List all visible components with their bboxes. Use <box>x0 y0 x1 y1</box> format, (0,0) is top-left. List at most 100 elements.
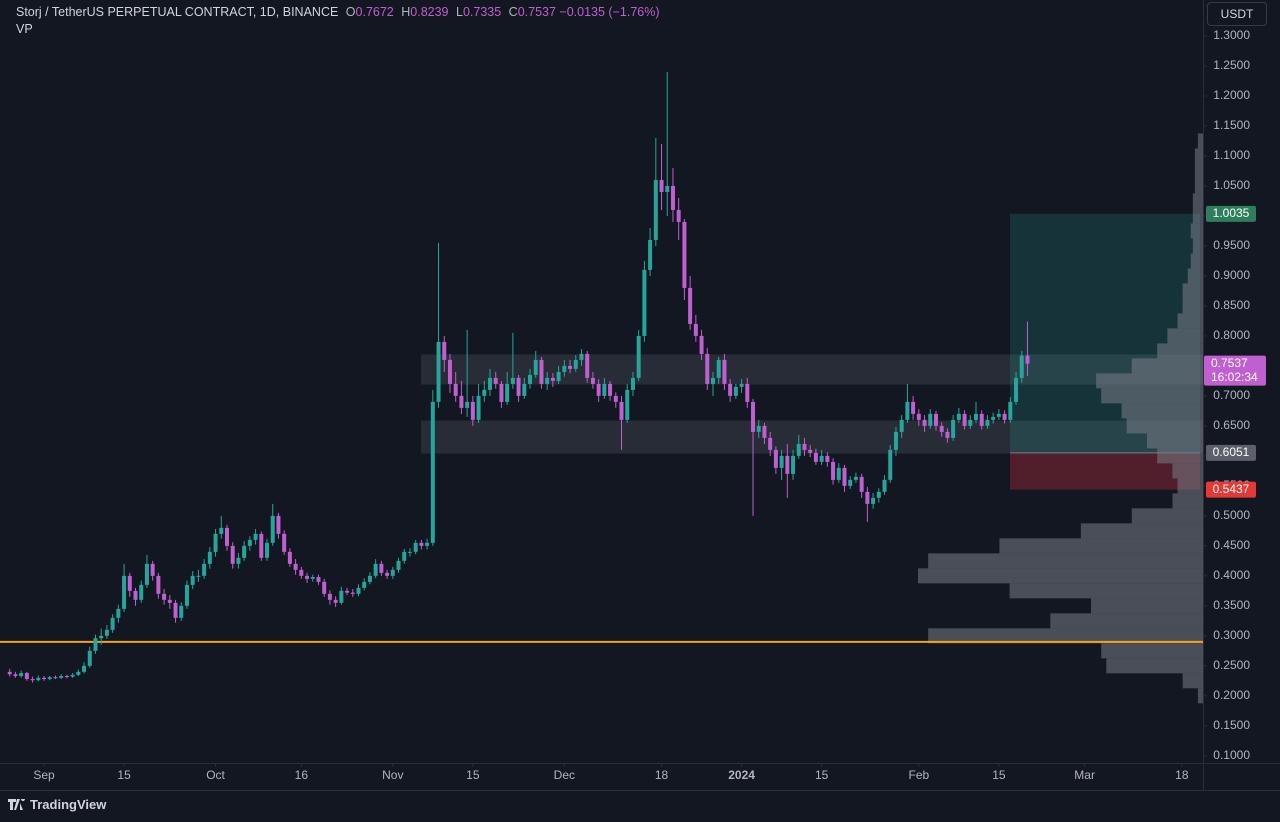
candle-body <box>19 673 24 677</box>
candle-body <box>693 323 698 336</box>
y-tick-label: 0.6500 <box>1213 418 1250 432</box>
legend-header: Storj / TetherUS PERPETUAL CONTRACT, 1D,… <box>16 5 660 19</box>
entry-label-bg <box>1206 444 1256 461</box>
y-tick-label: 0.5000 <box>1213 508 1250 522</box>
candle-body <box>630 377 635 390</box>
candle-body <box>253 533 258 540</box>
candle-body <box>1008 401 1013 420</box>
volume-profile-bar <box>1009 583 1203 599</box>
volume-profile-bar <box>1157 448 1203 464</box>
candle-body <box>196 575 201 577</box>
candle-body <box>619 401 624 420</box>
candle-body <box>785 455 790 474</box>
candle-body <box>625 389 630 420</box>
x-tick-label: Dec <box>554 768 575 782</box>
candle-body <box>236 557 241 564</box>
candle-body <box>865 491 870 504</box>
candle-body <box>636 335 641 378</box>
currency-button[interactable]: USDT <box>1207 2 1267 26</box>
candle-body <box>367 575 372 582</box>
candle-body <box>802 443 807 450</box>
candle-body <box>47 677 52 680</box>
candle-body <box>167 599 172 603</box>
candle-body <box>882 479 887 492</box>
candle-body <box>659 179 664 192</box>
candle-body <box>510 377 515 384</box>
high-value: 0.8239 <box>410 5 449 19</box>
candle-body <box>202 563 207 576</box>
candle-body <box>219 527 224 534</box>
candle-body <box>808 449 813 453</box>
candle-body <box>596 383 601 396</box>
candle-body <box>270 515 275 543</box>
candle-body <box>682 221 687 288</box>
indicator-label[interactable]: VP <box>16 22 33 36</box>
candle-body <box>688 287 693 324</box>
candle-body <box>951 419 956 438</box>
y-tick-label: 0.9000 <box>1213 268 1250 282</box>
candle-body <box>184 584 189 606</box>
candle-body <box>699 335 704 354</box>
candle-body <box>728 383 733 396</box>
candle-body <box>436 341 441 402</box>
candle-body <box>316 577 321 582</box>
candle-body <box>362 581 367 588</box>
candle-body <box>974 413 979 420</box>
target-label: 1.0035 <box>1213 206 1250 220</box>
volume-profile-bar <box>1190 223 1203 239</box>
candle-body <box>916 413 921 420</box>
candle-body <box>665 185 670 192</box>
brand: TradingView <box>30 797 107 812</box>
candle-body <box>87 650 92 666</box>
candle-body <box>848 479 853 486</box>
candle-body <box>247 539 252 546</box>
y-tick-label: 0.4000 <box>1213 568 1250 582</box>
candle-body <box>425 542 430 546</box>
volume-profile-bar <box>1050 613 1203 629</box>
candle-body <box>653 179 658 240</box>
x-tick-label: Feb <box>908 768 929 782</box>
candle-body <box>242 545 247 558</box>
candle-body <box>430 401 435 543</box>
candle-body <box>139 584 144 600</box>
candle-body <box>402 551 407 561</box>
ohlc-label: H <box>401 5 411 19</box>
candle-body <box>996 413 1001 417</box>
candle-body <box>459 395 464 408</box>
candle-body <box>836 467 841 480</box>
candle-body <box>224 527 229 546</box>
x-tick-label: Sep <box>33 768 55 782</box>
x-tick-label: 15 <box>992 768 1006 782</box>
candle-body <box>933 413 938 426</box>
candle-body <box>756 425 761 432</box>
volume-profile-bar <box>1131 508 1203 524</box>
candle-body <box>876 491 881 498</box>
x-tick-label: Nov <box>382 768 403 782</box>
volume-profile-bar <box>1157 343 1203 359</box>
target-label-bg <box>1206 205 1256 222</box>
volume-profile-bar <box>1182 673 1203 689</box>
candle-body <box>585 353 590 378</box>
candle-body <box>465 401 470 408</box>
y-tick-label: 1.2000 <box>1213 88 1250 102</box>
candle-body <box>13 674 18 677</box>
volume-profile-bar <box>1182 283 1203 299</box>
candle-body <box>779 455 784 468</box>
candle-body <box>573 359 578 369</box>
candle-body <box>127 575 132 591</box>
candle-body <box>556 371 561 381</box>
candle-body <box>590 377 595 384</box>
candle-body <box>470 401 475 420</box>
candle-body <box>82 665 87 672</box>
candle-body <box>333 599 338 603</box>
candle-body <box>373 563 378 576</box>
volume-profile-bar <box>1194 163 1203 179</box>
candle-body <box>59 676 64 678</box>
volume-profile-bar <box>1187 268 1203 284</box>
candle-body <box>7 671 12 675</box>
volume-profile-bar <box>1167 328 1203 344</box>
candle-body <box>53 677 58 679</box>
volume-profile-bar <box>1194 178 1203 194</box>
x-tick-label: 18 <box>655 768 669 782</box>
candle-body <box>230 545 235 564</box>
